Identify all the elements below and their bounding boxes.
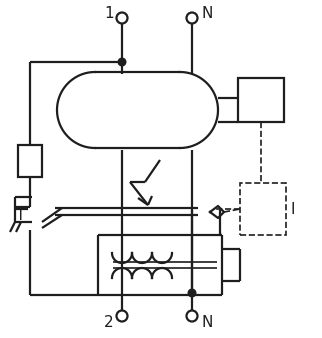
Circle shape	[117, 13, 128, 24]
Circle shape	[118, 58, 126, 66]
Circle shape	[186, 311, 197, 321]
Bar	[238, 78, 284, 122]
Circle shape	[186, 13, 197, 24]
Circle shape	[188, 289, 196, 297]
Text: N: N	[202, 315, 213, 330]
Text: 1: 1	[104, 6, 114, 21]
Text: 2: 2	[104, 315, 114, 330]
Bar	[18, 145, 42, 177]
Text: I: I	[291, 201, 296, 217]
Text: T: T	[16, 209, 25, 223]
Bar	[240, 183, 286, 235]
Circle shape	[117, 311, 128, 321]
Text: N: N	[202, 6, 213, 21]
